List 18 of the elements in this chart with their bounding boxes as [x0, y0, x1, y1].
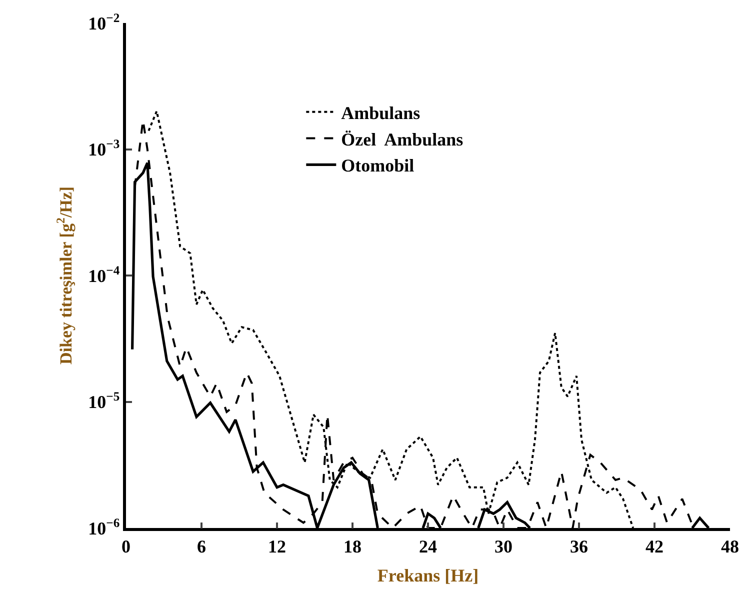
y-tick-label: 10$^{−6}$ [88, 516, 120, 538]
x-axis-title: Frekans [Hz] [377, 565, 479, 586]
legend-label: Otomobil [341, 156, 414, 176]
x-tick-label: 24 [419, 536, 437, 556]
y-tick-label: 10$^{−5}$ [88, 389, 120, 412]
x-tick-label: 6 [197, 536, 206, 556]
x-tick-label: 30 [494, 536, 512, 556]
y-tick-label: 10$^{−3}$ [88, 136, 120, 160]
legend-label: Ambulans [341, 102, 420, 123]
x-tick-label: 48 [721, 536, 739, 556]
x-tick-label: 18 [344, 536, 362, 556]
x-tick-label: 42 [646, 536, 664, 556]
legend-label: Özel Ambulans [341, 129, 464, 150]
x-tick-label: 12 [268, 536, 286, 556]
x-tick-label: 0 [122, 536, 130, 556]
x-tick-label: 36 [570, 536, 588, 556]
y-tick-label: 10$^{−2}$ [88, 10, 120, 34]
y-tick-label: 10$^{−4}$ [88, 263, 120, 286]
